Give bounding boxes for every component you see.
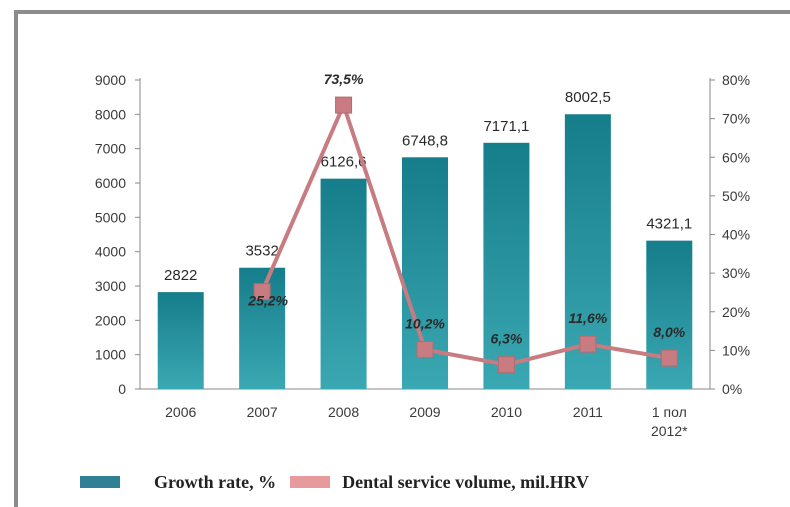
y-left-tick-label: 2000 — [95, 312, 126, 328]
y-right-tick-label: 70% — [722, 111, 750, 127]
legend-label-dental-volume: Dental service volume, mil.HRV — [342, 471, 589, 492]
y-right-tick-label: 20% — [722, 304, 750, 320]
x-tick-label: 2009 — [409, 404, 440, 420]
line-marker — [253, 283, 271, 301]
x-tick-label: 2006 — [165, 404, 196, 420]
bar-value-label: 7171,1 — [483, 118, 529, 135]
legend-label-growth-rate: Growth rate, % — [154, 471, 277, 492]
y-left-tick-label: 4000 — [95, 244, 126, 260]
y-left-tick-label: 9000 — [95, 72, 126, 88]
bar-value-label: 3532 — [245, 243, 278, 260]
y-left-tick-label: 8000 — [95, 106, 126, 122]
bar-value-label: 2822 — [164, 267, 197, 284]
x-tick-label: 2011 — [573, 404, 603, 420]
y-left-tick-label: 1000 — [95, 347, 126, 363]
chart-legend: Growth rate, % Dental service volume, mi… — [80, 468, 589, 496]
legend-swatch-dental-volume — [290, 476, 331, 488]
x-tick-label: 2007 — [247, 404, 278, 420]
y-left-tick-label: 3000 — [95, 278, 126, 294]
y-right-tick-label: 60% — [722, 149, 750, 165]
bar — [646, 240, 693, 389]
bar-value-label: 4321,1 — [646, 216, 692, 233]
line-value-label: 10,2% — [405, 316, 445, 332]
line-value-label: 6,3% — [490, 331, 522, 347]
line-marker — [579, 335, 597, 353]
line-value-label: 73,5% — [324, 71, 364, 87]
line-marker — [416, 341, 434, 359]
x-tick-label: 2008 — [328, 404, 359, 420]
bar — [320, 178, 367, 389]
y-left-tick-label: 6000 — [95, 175, 126, 191]
y-right-tick-label: 80% — [722, 72, 750, 88]
y-right-tick-label: 40% — [722, 227, 750, 243]
growth-rate-line — [260, 103, 672, 367]
y-right-tick-label: 10% — [722, 342, 750, 358]
legend-swatch-growth-rate — [80, 476, 120, 488]
y-right-tick-label: 0% — [722, 381, 742, 397]
y-left-tick-label: 0 — [118, 381, 126, 397]
line-marker — [660, 349, 678, 367]
line-value-label: 8,0% — [653, 324, 685, 340]
bar-value-label: 6748,8 — [402, 132, 448, 149]
y-right-tick-label: 30% — [722, 265, 750, 281]
line-marker — [335, 96, 353, 114]
line-value-label: 11,6% — [569, 310, 608, 326]
y-left-tick-label: 5000 — [95, 209, 126, 225]
line-marker — [497, 356, 515, 374]
bar-value-label: 6126,6 — [321, 154, 367, 171]
bar-value-label: 8002,5 — [565, 89, 611, 106]
line-value-label: 25,2% — [247, 293, 288, 309]
x-tick-label: 1 пол 2012* — [651, 404, 688, 439]
bar — [157, 292, 204, 389]
x-tick-label: 2010 — [491, 404, 522, 420]
bar — [483, 142, 530, 389]
y-left-tick-label: 7000 — [95, 141, 126, 157]
y-right-tick-label: 50% — [722, 188, 750, 204]
